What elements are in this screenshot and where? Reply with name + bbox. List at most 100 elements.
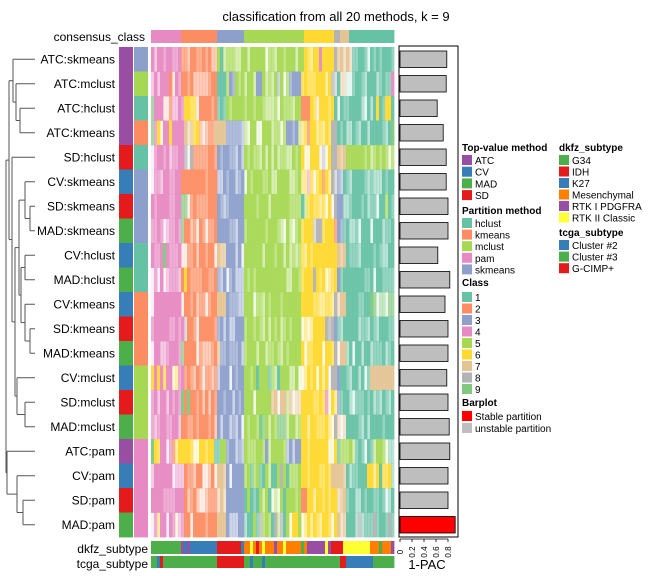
heatmap-cell: [355, 218, 359, 244]
heatmap-cell: [310, 267, 314, 293]
heatmap-cell: [172, 194, 176, 219]
partition-method-cell: [134, 292, 148, 317]
legend-swatch: [462, 178, 472, 189]
tcga-subtype-cell: [268, 556, 272, 568]
heatmap-cell: [379, 488, 383, 513]
heatmap-cell: [229, 120, 233, 146]
heatmap-cell: [379, 512, 383, 538]
dkfz-subtype-cell: [175, 541, 179, 554]
heatmap-cell: [217, 243, 221, 268]
top-value-method-cell: [119, 145, 133, 170]
heatmap-cell: [208, 145, 212, 170]
heatmap-cell: [319, 120, 323, 146]
heatmap-cell: [160, 169, 164, 195]
heatmap-cell: [340, 47, 344, 72]
heatmap-cell: [211, 267, 215, 293]
heatmap-cell: [244, 439, 248, 464]
heatmap-cell: [352, 365, 356, 391]
heatmap-cell: [160, 341, 164, 366]
legend-item-label: unstable partition: [475, 424, 551, 435]
heatmap-cell: [334, 243, 338, 268]
heatmap-cell: [199, 194, 203, 219]
dkfz-subtype-cell: [163, 541, 167, 554]
heatmap-cell: [208, 463, 212, 489]
heatmap-cell: [202, 169, 206, 195]
heatmap-cell: [154, 439, 158, 464]
heatmap-cell: [286, 71, 290, 97]
heatmap-cell: [187, 439, 191, 464]
heatmap-cell: [172, 145, 176, 170]
heatmap-cell: [325, 439, 329, 464]
heatmap-cell: [178, 365, 182, 391]
heatmap-cell: [301, 292, 305, 317]
heatmap-cell: [190, 169, 194, 195]
heatmap-cell: [370, 243, 374, 268]
dkfz-subtype-cell: [367, 541, 371, 554]
legend-swatch: [462, 190, 472, 201]
heatmap-cell: [385, 194, 389, 219]
heatmap-cell: [274, 47, 278, 72]
heatmap-cell: [154, 120, 158, 146]
heatmap-cell: [358, 71, 362, 97]
heatmap-cell: [325, 243, 329, 268]
heatmap-cell: [385, 414, 389, 440]
heatmap-cell: [250, 316, 254, 342]
legend-swatch: [462, 361, 472, 371]
heatmap-cell: [388, 194, 392, 219]
heatmap-cell: [325, 218, 329, 244]
heatmap-cell: [232, 414, 236, 440]
heatmap-cell: [370, 414, 374, 440]
heatmap-cell: [385, 316, 389, 342]
heatmap-cell: [319, 145, 323, 170]
heatmap-cell: [196, 414, 200, 440]
heatmap-cell: [166, 390, 170, 415]
heatmap-cell: [214, 365, 218, 391]
heatmap-cell: [304, 243, 308, 268]
heatmap-cell: [373, 488, 377, 513]
heatmap-cell: [337, 71, 341, 97]
legend-swatch: [559, 212, 569, 223]
heatmap-cell: [262, 71, 266, 97]
heatmap-cell: [280, 365, 284, 391]
heatmap-row: SD:hclust: [64, 145, 395, 170]
dkfz-subtype-cell: [271, 541, 275, 554]
heatmap-cell: [247, 341, 251, 366]
tcga-subtype-cell: [298, 556, 302, 568]
heatmap-cell: [187, 267, 191, 293]
heatmap-cell: [202, 512, 206, 538]
heatmap-cell: [241, 341, 245, 366]
dkfz-subtype-cell: [313, 541, 317, 554]
heatmap-cell: [199, 71, 203, 97]
partition-method-cell: [134, 463, 148, 489]
heatmap-cell: [217, 145, 221, 170]
heatmap-cell: [175, 365, 179, 391]
heatmap-cell: [352, 96, 356, 121]
heatmap-cell: [334, 512, 338, 538]
dkfz-subtype-cell: [259, 541, 263, 554]
heatmap-cell: [328, 169, 332, 195]
top-value-method-cell: [119, 390, 133, 415]
heatmap-cell: [313, 218, 317, 244]
heatmap-cell: [265, 194, 269, 219]
partition-method-cell: [134, 488, 148, 513]
pac-bar: [399, 197, 449, 215]
heatmap-cell: [367, 439, 371, 464]
heatmap-cell: [370, 365, 374, 391]
consensus-class-cell: [385, 30, 389, 43]
heatmap-cell: [310, 414, 314, 440]
tcga-subtype-cell: [166, 556, 170, 568]
heatmap-cell: [214, 218, 218, 244]
heatmap-cell: [262, 463, 266, 489]
heatmap-cell: [298, 316, 302, 342]
heatmap-cell: [301, 365, 305, 391]
heatmap-cell: [238, 218, 242, 244]
heatmap-cell: [178, 145, 182, 170]
heatmap-cell: [391, 267, 395, 293]
heatmap-cell: [193, 243, 197, 268]
heatmap-cell: [226, 463, 230, 489]
heatmap-cell: [286, 243, 290, 268]
heatmap-cell: [340, 96, 344, 121]
heatmap-cell: [346, 414, 350, 440]
heatmap-cell: [325, 365, 329, 391]
